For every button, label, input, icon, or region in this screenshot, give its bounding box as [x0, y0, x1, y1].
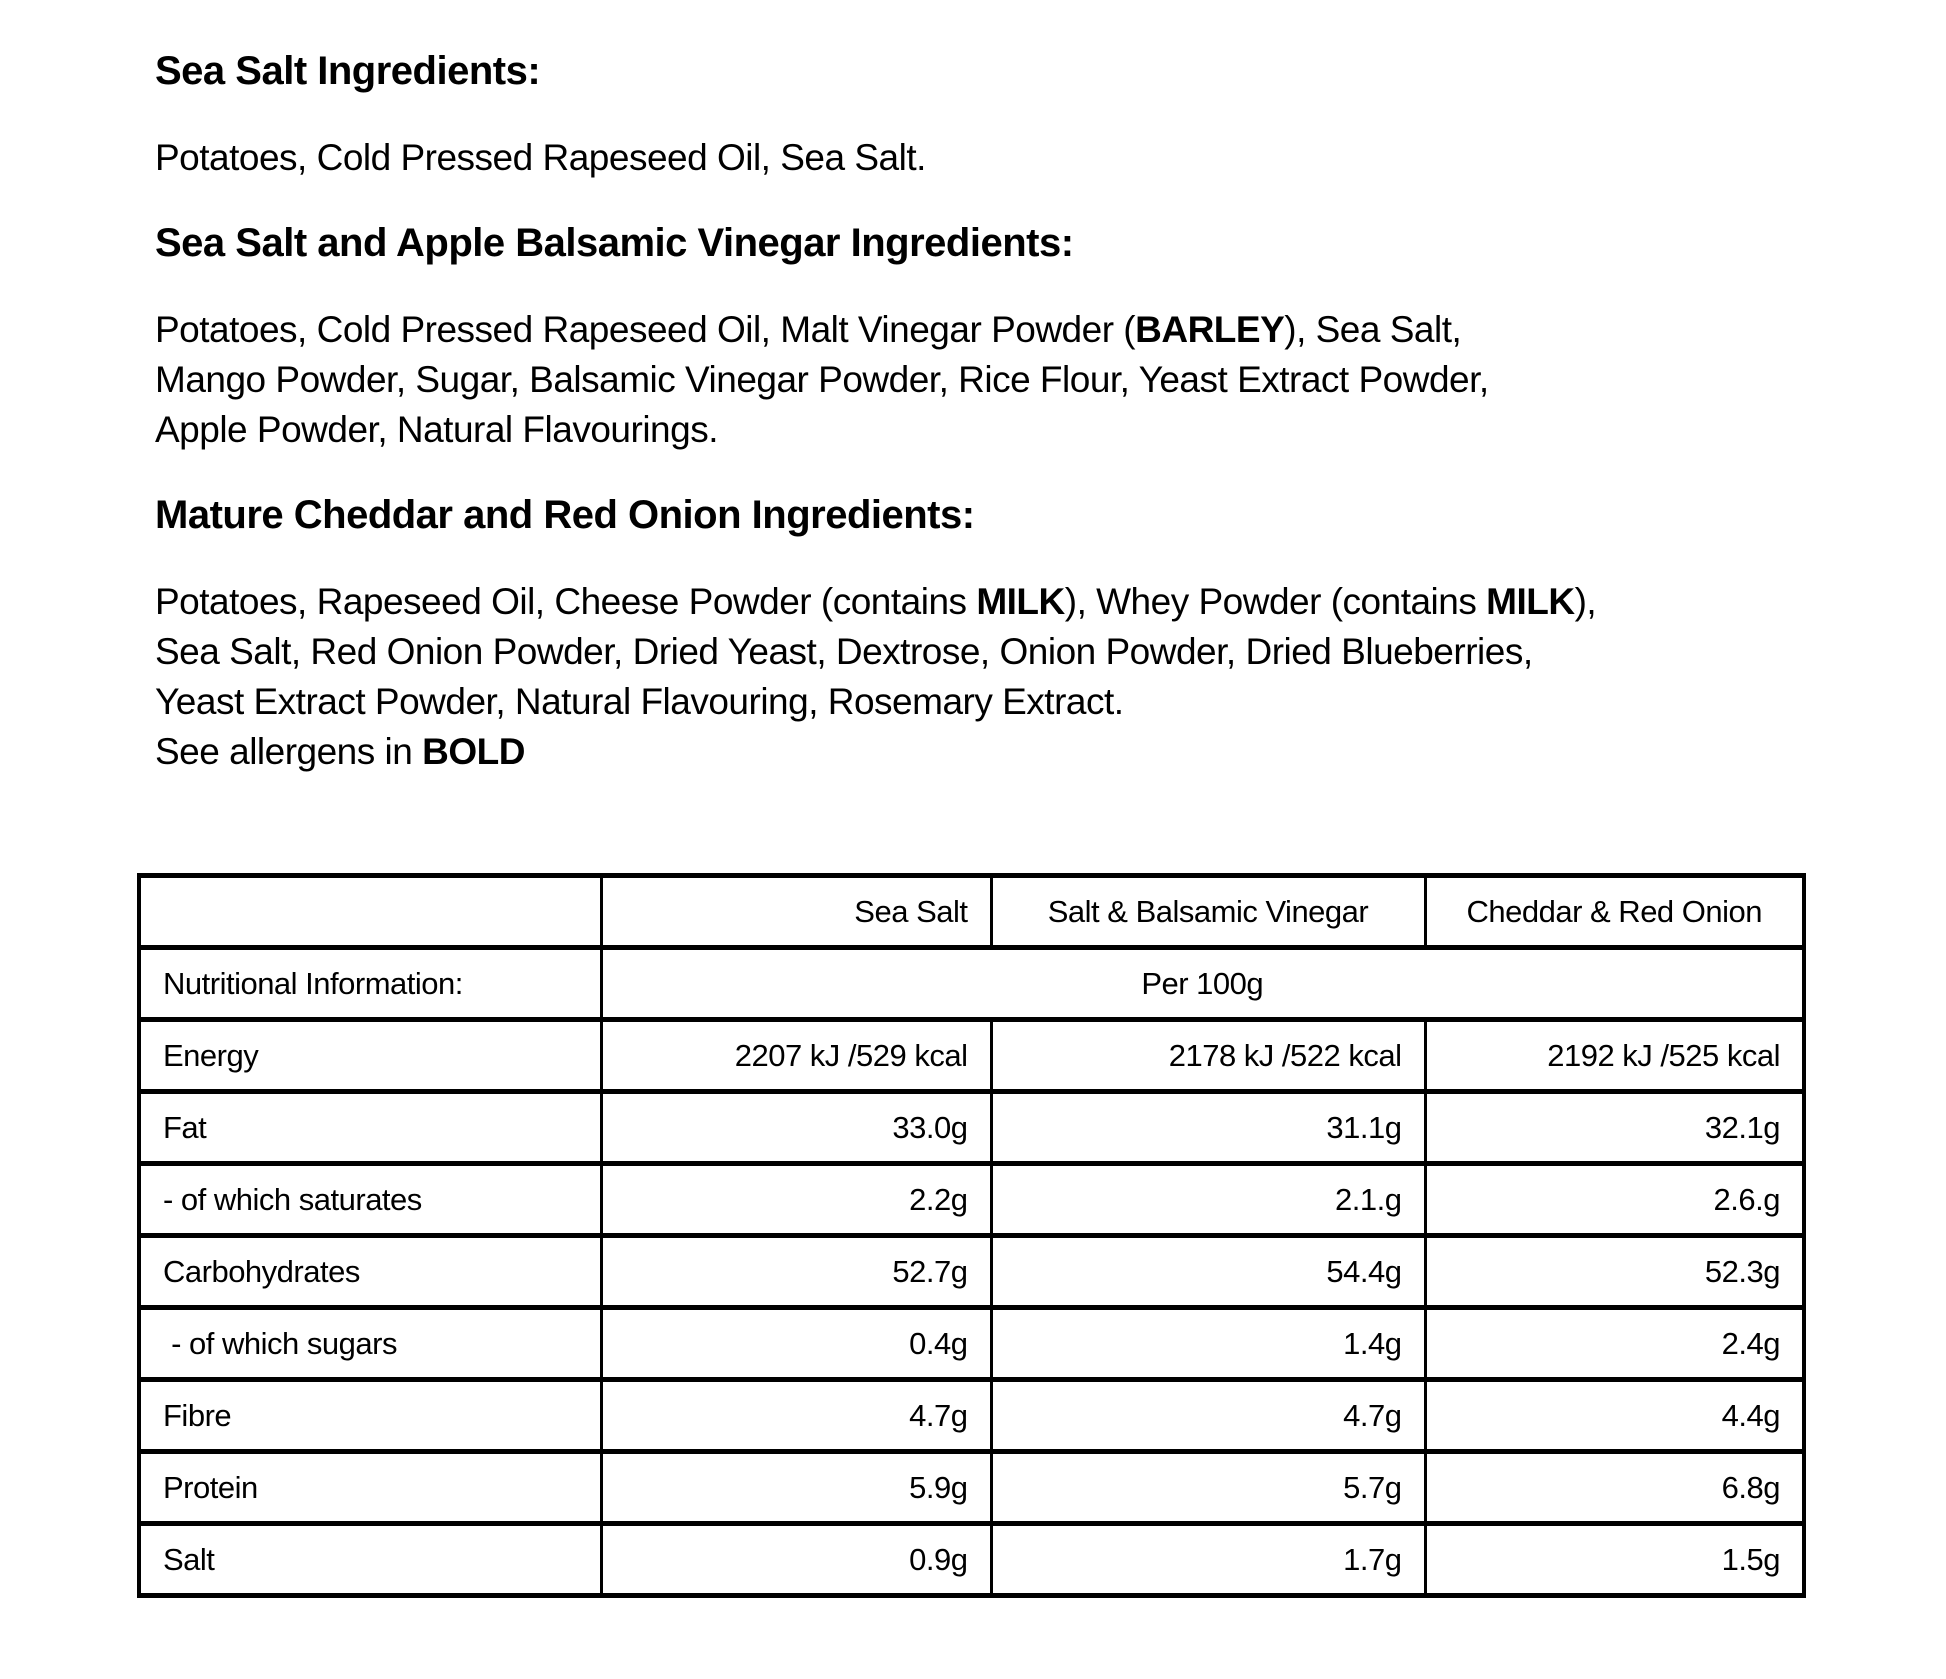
ingredients-label-page: Sea Salt Ingredients: Potatoes, Cold Pre… — [137, 47, 1886, 1598]
nutrient-value: 5.7g — [989, 1449, 1427, 1526]
nutrient-value: 0.4g — [599, 1305, 993, 1382]
ingredient-text: Potatoes, Cold Pressed Rapeseed Oil, Mal… — [155, 309, 1136, 350]
mature-cheddar-red-onion-ingredients-heading: Mature Cheddar and Red Onion Ingredients… — [155, 493, 975, 537]
nutrient-label: Salt — [137, 1521, 603, 1598]
section-mature-cheddar-red-onion: Mature Cheddar and Red Onion Ingredients… — [155, 491, 1886, 777]
nutrient-label: Energy — [137, 1017, 603, 1094]
empty-header-cell — [137, 873, 603, 950]
ingredient-text: ), Whey Powder (contains — [1064, 581, 1487, 622]
nutrient-row: Carbohydrates 52.7g 54.4g 52.3g — [137, 1233, 1806, 1310]
ingredient-text: Apple Powder, Natural Flavourings. — [155, 409, 718, 450]
nutrient-value: 2207 kJ /529 kcal — [599, 1017, 993, 1094]
nutrient-label: Fat — [137, 1089, 603, 1166]
nutrient-value: 2192 kJ /525 kcal — [1423, 1017, 1806, 1094]
nutrition-table-body: Energy 2207 kJ /529 kcal 2178 kJ /522 kcal… — [137, 1017, 1806, 1598]
sea-salt-ingredients-heading: Sea Salt Ingredients: — [155, 49, 541, 93]
per-100g-row: Nutritional Information: Per 100g — [137, 945, 1806, 1022]
nutrient-value: 4.7g — [599, 1377, 993, 1454]
nutrient-row: Fibre 4.7g 4.7g 4.4g — [137, 1377, 1806, 1454]
ingredient-text: See allergens in — [155, 731, 423, 772]
nutrient-value: 31.1g — [989, 1089, 1427, 1166]
nutrient-value: 33.0g — [599, 1089, 993, 1166]
sea-salt-apple-balsamic-vinegar-ingredients-heading: Sea Salt and Apple Balsamic Vinegar Ingr… — [155, 221, 1074, 265]
nutrient-value: 6.8g — [1423, 1449, 1806, 1526]
nutrient-value: 52.7g — [599, 1233, 993, 1310]
ingredient-text: Yeast Extract Powder, Natural Flavouring… — [155, 681, 1124, 722]
ingredient-text: Sea Salt, Red Onion Powder, Dried Yeast,… — [155, 631, 1533, 672]
nutrient-value: 1.4g — [989, 1305, 1427, 1382]
allergen-bold-text: BOLD — [422, 731, 525, 772]
nutrient-row: Fat 33.0g 31.1g 32.1g — [137, 1089, 1806, 1166]
ingredient-text: Potatoes, Cold Pressed Rapeseed Oil, Sea… — [155, 137, 926, 178]
nutrition-table: Sea Salt Salt & Balsamic Vinegar Cheddar… — [137, 873, 1806, 1598]
product-header-row: Sea Salt Salt & Balsamic Vinegar Cheddar… — [137, 873, 1806, 950]
ingredient-text: Mango Powder, Sugar, Balsamic Vinegar Po… — [155, 359, 1489, 400]
nutrient-value: 0.9g — [599, 1521, 993, 1598]
column-header-salt-balsamic-vinegar: Salt & Balsamic Vinegar — [989, 873, 1427, 950]
nutrient-value: 2.1.g — [989, 1161, 1427, 1238]
nutrient-value: 2178 kJ /522 kcal — [989, 1017, 1427, 1094]
sea-salt-apple-balsamic-vinegar-ingredients-text: Potatoes, Cold Pressed Rapeseed Oil, Mal… — [155, 305, 1886, 455]
nutritional-information-label: Nutritional Information: — [137, 945, 603, 1022]
nutrient-value: 52.3g — [1423, 1233, 1806, 1310]
mature-cheddar-red-onion-ingredients-text: Potatoes, Rapeseed Oil, Cheese Powder (c… — [155, 577, 1886, 777]
per-100g-cell: Per 100g — [599, 945, 1806, 1022]
nutrient-label: Carbohydrates — [137, 1233, 603, 1310]
nutrient-value: 32.1g — [1423, 1089, 1806, 1166]
ingredient-text: ), Sea Salt, — [1284, 309, 1462, 350]
ingredient-text: Potatoes, Rapeseed Oil, Cheese Powder (c… — [155, 581, 977, 622]
column-header-cheddar-red-onion: Cheddar & Red Onion — [1423, 873, 1806, 950]
section-sea-salt: Sea Salt Ingredients: Potatoes, Cold Pre… — [155, 47, 1886, 183]
nutrient-label: Fibre — [137, 1377, 603, 1454]
allergen-bold-text: MILK — [976, 581, 1065, 622]
section-sea-salt-apple-balsamic-vinegar: Sea Salt and Apple Balsamic Vinegar Ingr… — [155, 219, 1886, 455]
nutrient-label: - of which sugars — [137, 1305, 603, 1382]
nutrient-value: 2.4g — [1423, 1305, 1806, 1382]
nutrient-value: 2.6.g — [1423, 1161, 1806, 1238]
nutrient-row: - of which sugars 0.4g 1.4g 2.4g — [137, 1305, 1806, 1382]
nutrition-table-container: Sea Salt Salt & Balsamic Vinegar Cheddar… — [137, 873, 1886, 1598]
nutrient-label: Protein — [137, 1449, 603, 1526]
ingredient-text: ), — [1574, 581, 1597, 622]
nutrient-row: - of which saturates 2.2g 2.1.g 2.6.g — [137, 1161, 1806, 1238]
allergen-bold-text: MILK — [1486, 581, 1575, 622]
nutrient-value: 2.2g — [599, 1161, 993, 1238]
allergen-bold-text: BARLEY — [1135, 309, 1285, 350]
nutrient-label: - of which saturates — [137, 1161, 603, 1238]
nutrient-value: 5.9g — [599, 1449, 993, 1526]
nutrient-row: Protein 5.9g 5.7g 6.8g — [137, 1449, 1806, 1526]
nutrient-value: 1.5g — [1423, 1521, 1806, 1598]
nutrient-value: 54.4g — [989, 1233, 1427, 1310]
nutrient-row: Energy 2207 kJ /529 kcal 2178 kJ /522 kcal… — [137, 1017, 1806, 1094]
sea-salt-ingredients-text: Potatoes, Cold Pressed Rapeseed Oil, Sea… — [155, 133, 1886, 183]
nutrient-value: 1.7g — [989, 1521, 1427, 1598]
column-header-sea-salt: Sea Salt — [599, 873, 993, 950]
nutrient-value: 4.4g — [1423, 1377, 1806, 1454]
nutrient-value: 4.7g — [989, 1377, 1427, 1454]
nutrient-row: Salt 0.9g 1.7g 1.5g — [137, 1521, 1806, 1598]
